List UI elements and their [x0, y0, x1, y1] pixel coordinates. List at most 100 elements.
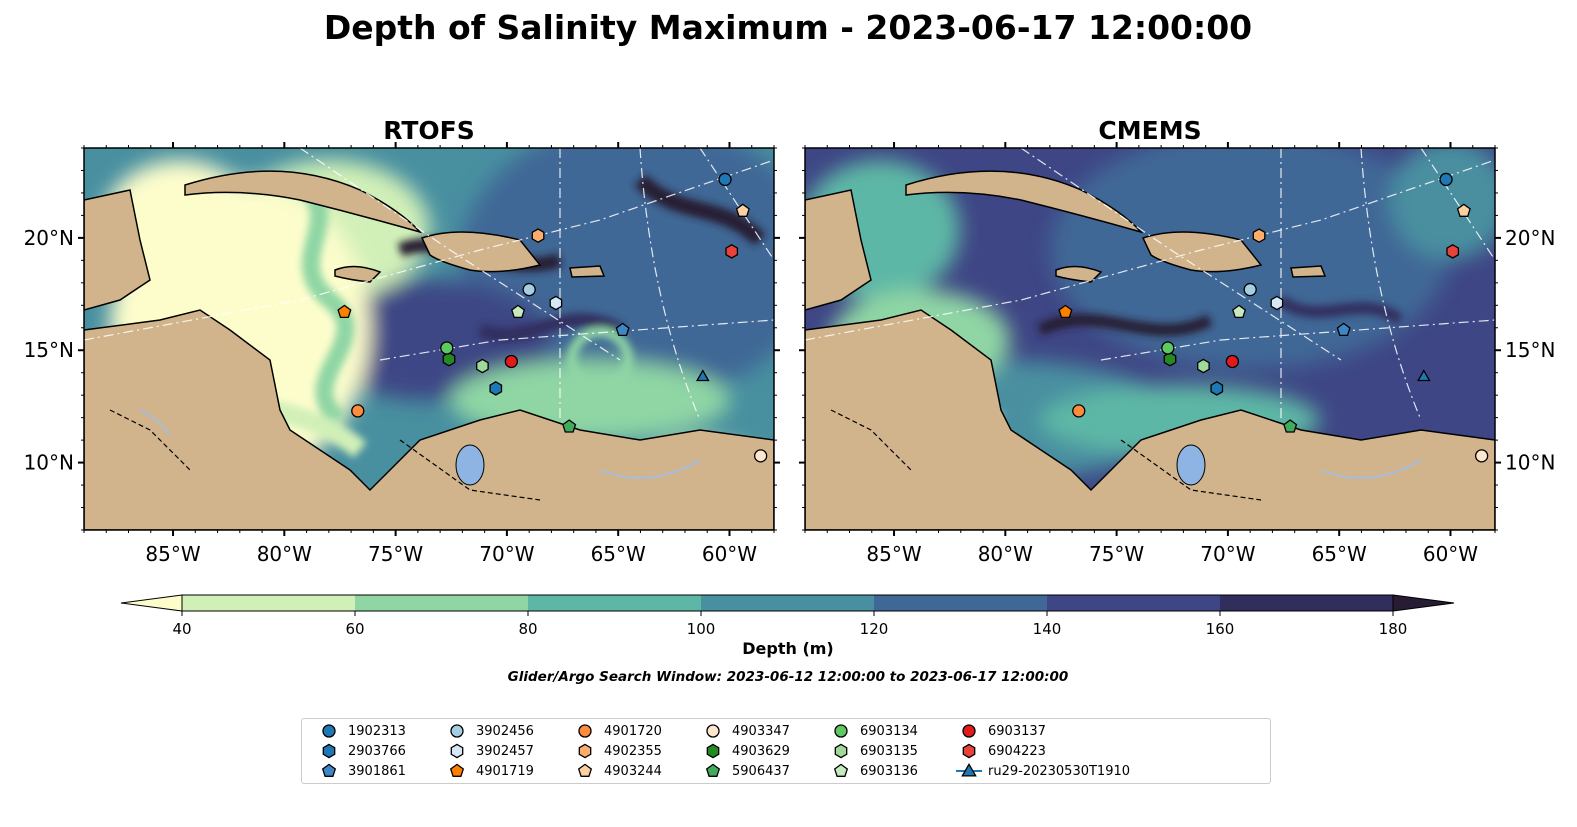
colorbar-tick-label: 140: [1033, 620, 1062, 638]
legend-label: 6903137: [988, 723, 1046, 739]
cmems-map: [805, 148, 1495, 530]
marker-3902456: [1243, 282, 1257, 297]
legend-item: 4903244: [570, 761, 662, 781]
circle-marker-icon: [834, 724, 848, 738]
colorbar-tick-label: 160: [1206, 620, 1235, 638]
marker-3901861: [1336, 322, 1351, 337]
legend-item: 2903766: [314, 741, 406, 761]
figure-title: Depth of Salinity Maximum - 2023-06-17 1…: [324, 8, 1252, 47]
triangle-marker-icon: [956, 763, 982, 777]
ytick-label: 10°N: [24, 451, 74, 475]
circle-marker-icon: [962, 724, 976, 738]
rtofs-lake-maracaibo: [455, 444, 485, 486]
colorbar-segment: [701, 595, 874, 611]
circle-marker-icon: [450, 724, 464, 738]
marker-6903136: [1232, 304, 1247, 319]
hexagon-marker-icon: [322, 743, 336, 759]
marker-3902457: [1270, 295, 1284, 311]
pentagon-marker-icon: [577, 763, 593, 777]
marker-6903137: [1225, 354, 1240, 369]
colorbar-extend-low: [120, 594, 183, 612]
search-window-text: Glider/Argo Search Window: 2023-06-12 12…: [508, 669, 1069, 685]
marker-2903766: [489, 381, 503, 396]
legend-label: 6904223: [988, 743, 1046, 759]
marker-3902457: [549, 295, 563, 311]
ytick-label: 20°N: [1505, 226, 1555, 250]
xtick-label: 65°W: [591, 542, 646, 566]
colorbar-tick-label: 40: [172, 620, 191, 638]
colorbar-segment: [874, 595, 1047, 611]
marker-4903347: [753, 449, 768, 463]
legend-item: 6904223: [954, 741, 1046, 761]
circle-marker-icon: [706, 724, 720, 738]
legend-item: 3902456: [442, 721, 534, 741]
colorbar-tick-label: 100: [687, 620, 716, 638]
marker-3901861: [615, 322, 630, 337]
colorbar-tick-label: 60: [345, 620, 364, 638]
xtick-label: 85°W: [866, 542, 921, 566]
legend-item: 1902313: [314, 721, 406, 741]
marker-4903244: [1456, 203, 1471, 217]
circle-marker-icon: [322, 724, 336, 738]
colorbar: 40 60 80 100 120 140 160 180: [120, 594, 1455, 638]
pentagon-marker-icon: [705, 763, 721, 777]
marker-3902456: [522, 282, 536, 297]
ytick-label: 15°N: [1505, 338, 1555, 362]
marker-6904223: [1446, 244, 1460, 259]
ytick-label: 20°N: [24, 226, 74, 250]
legend-item: 4901720: [570, 721, 662, 741]
marker-6903137: [504, 354, 519, 369]
pentagon-marker-icon: [321, 763, 337, 777]
hexagon-marker-icon: [578, 743, 592, 759]
legend-label: 3901861: [348, 763, 406, 779]
marker-4902355: [1252, 228, 1266, 243]
legend-item: 4903347: [698, 721, 790, 741]
hexagon-marker-icon: [962, 743, 976, 759]
panel-cmems: CMEMS: [799, 116, 1555, 566]
marker-4901720: [351, 404, 365, 418]
legend-label: 4902355: [604, 743, 662, 759]
colorbar-segment: [182, 595, 355, 611]
marker-6904223: [725, 244, 739, 259]
colorbar-label: Depth (m): [742, 639, 834, 658]
hexagon-marker-icon: [706, 743, 720, 759]
marker-5906437: [562, 419, 577, 433]
legend-label: 1902313: [348, 723, 406, 739]
xtick-label: 70°W: [1200, 542, 1255, 566]
marker-6903134: [1161, 341, 1175, 355]
marker-4901720: [1072, 404, 1086, 418]
legend-item: 6903134: [826, 721, 918, 741]
legend-label: 6903134: [860, 723, 918, 739]
pentagon-marker-icon: [833, 763, 849, 777]
marker-1902313: [1439, 172, 1453, 187]
legend-item: 4903629: [698, 741, 790, 761]
cmems-lake-maracaibo: [1176, 444, 1206, 486]
colorbar-segment: [355, 595, 528, 611]
legend-label: 6903136: [860, 763, 918, 779]
marker-4903629: [442, 351, 456, 367]
xtick-label: 85°W: [145, 542, 200, 566]
marker-4903347: [1474, 449, 1489, 463]
panel-title-cmems: CMEMS: [1098, 116, 1201, 145]
marker-2903766: [1210, 381, 1224, 396]
legend-label: 6903135: [860, 743, 918, 759]
hexagon-marker-icon: [450, 743, 464, 759]
marker-ru29-20230530T1910: [1416, 369, 1431, 382]
rtofs-map: [84, 148, 774, 530]
legend-item: 3902457: [442, 741, 534, 761]
marker-ru29-20230530T1910: [695, 369, 710, 382]
ytick-label: 10°N: [1505, 451, 1555, 475]
xtick-label: 80°W: [257, 542, 312, 566]
legend-item: 4902355: [570, 741, 662, 761]
marker-1902313: [718, 172, 732, 187]
legend-label: 3902456: [476, 723, 534, 739]
colorbar-tick-label: 180: [1379, 620, 1408, 638]
marker-6903134: [440, 341, 454, 355]
colorbar-tick-label: 80: [518, 620, 537, 638]
marker-4901719: [337, 304, 352, 319]
marker-4902355: [531, 228, 545, 243]
colorbar-tick-label: 120: [860, 620, 889, 638]
legend-item: 5906437: [698, 761, 790, 781]
legend-label: 4903244: [604, 763, 662, 779]
